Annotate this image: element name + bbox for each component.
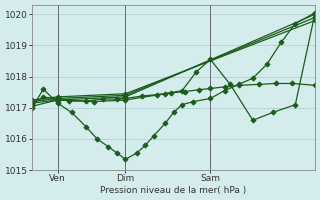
X-axis label: Pression niveau de la mer( hPa ): Pression niveau de la mer( hPa ) — [100, 186, 247, 195]
